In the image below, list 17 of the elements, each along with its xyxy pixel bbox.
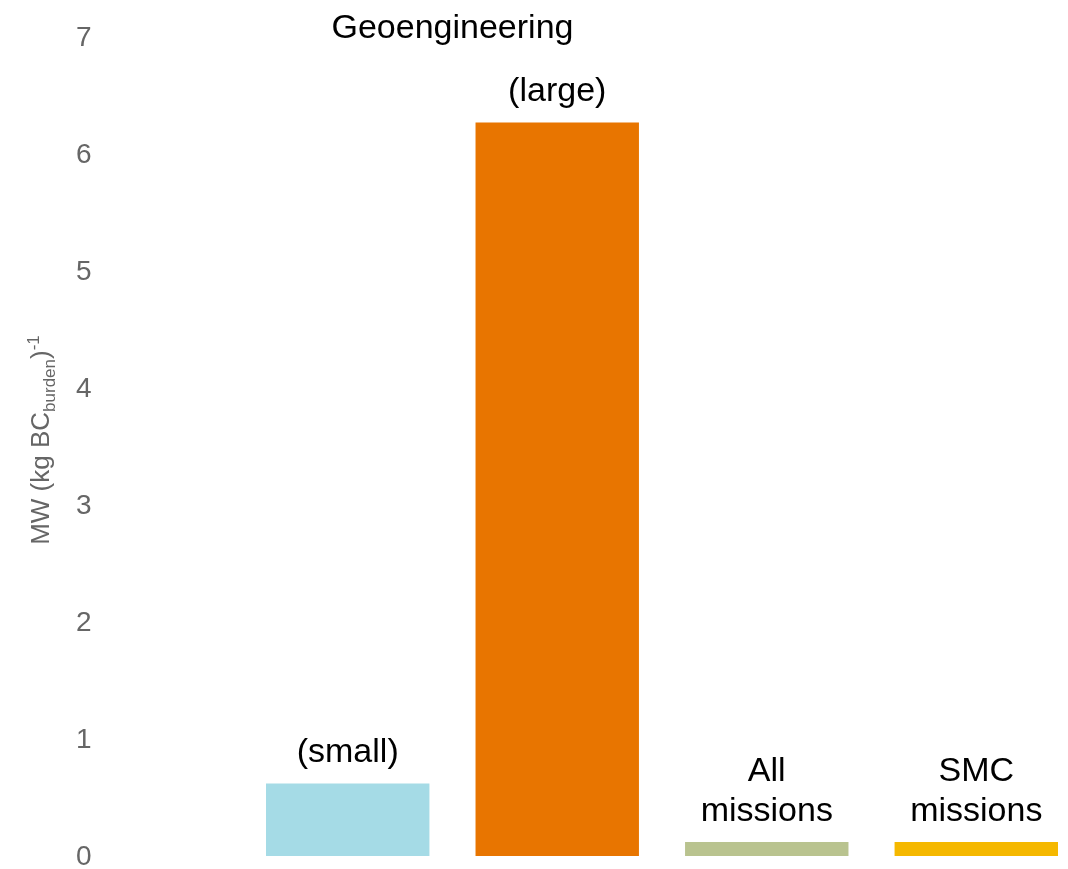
bar bbox=[894, 841, 1058, 856]
x-tick-label: (large) bbox=[508, 70, 607, 109]
y-tick-label: 5 bbox=[75, 254, 92, 286]
x-tick-label: (small) bbox=[296, 731, 399, 770]
y-tick-label: 2 bbox=[75, 605, 92, 637]
y-tick-label: 6 bbox=[75, 137, 92, 169]
y-tick-label: 1 bbox=[75, 722, 92, 754]
y-tick-label: 7 bbox=[75, 20, 92, 52]
annotation: Geoengineering bbox=[331, 7, 574, 45]
x-tick-label: SMC missions bbox=[910, 749, 1043, 828]
bar bbox=[475, 122, 639, 856]
y-tick-label: 4 bbox=[75, 371, 92, 403]
y-tick-label: 3 bbox=[75, 488, 92, 520]
bar bbox=[266, 783, 430, 856]
x-tick-label: All missions bbox=[700, 749, 833, 828]
bar bbox=[685, 841, 849, 856]
y-tick-label: 0 bbox=[75, 839, 92, 869]
